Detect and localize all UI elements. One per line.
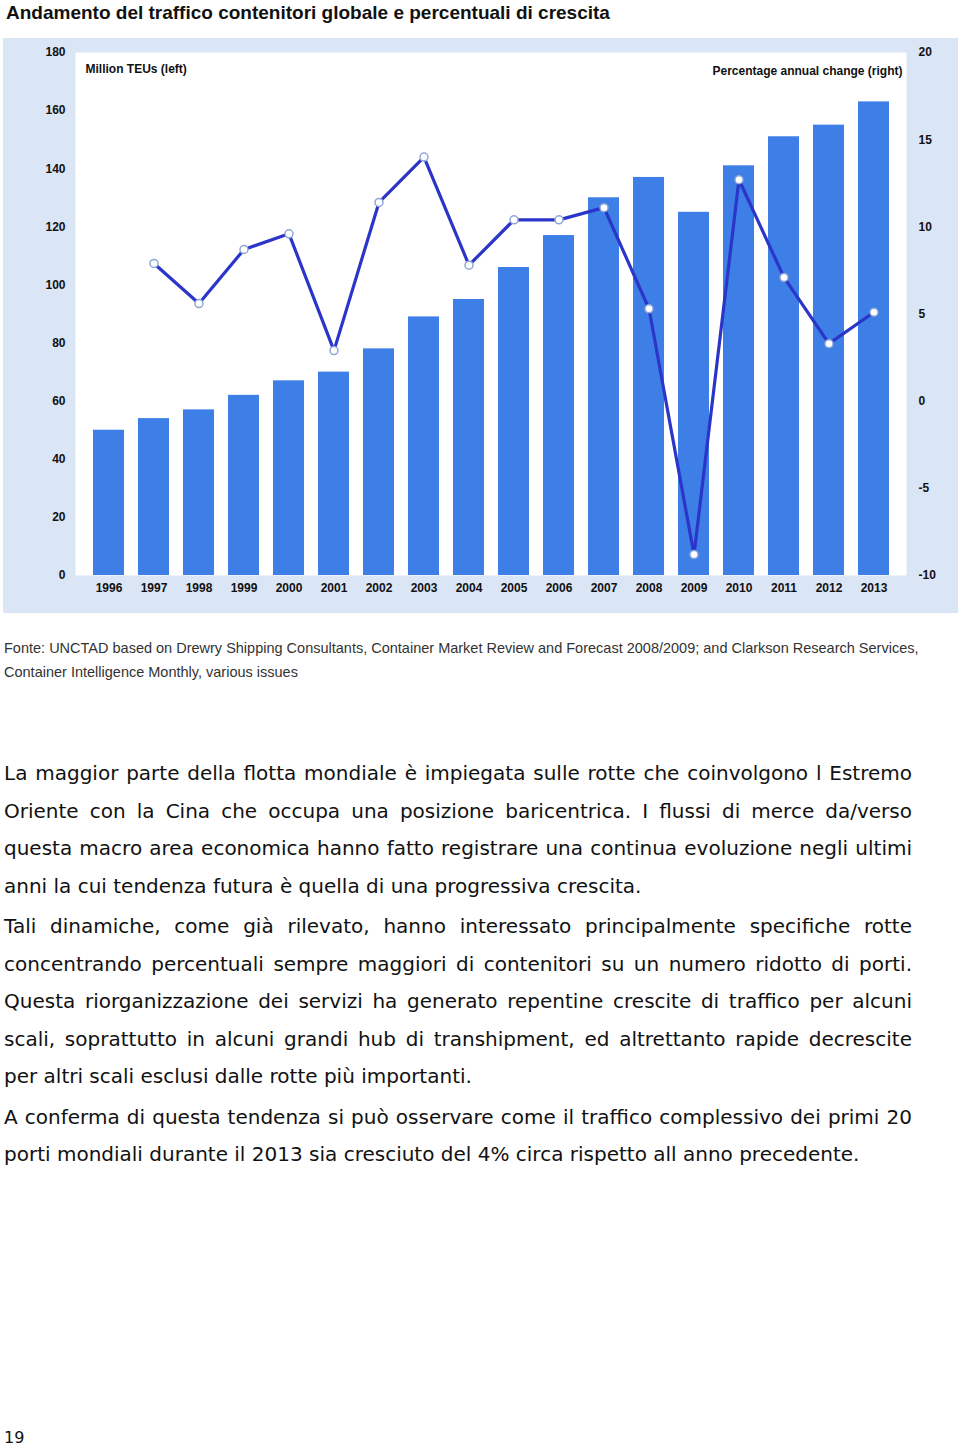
svg-text:2011: 2011 <box>771 581 797 595</box>
svg-text:2006: 2006 <box>546 581 573 595</box>
html-text:A conferma di questa tendenza: A conferma di questa tendenza si può oss… <box>4 1104 912 1166</box>
html-text:Tali dinamiche, come già rilev: Tali dinamiche, come già rilevato, hanno… <box>4 914 912 1088</box>
html-text:19: 19 <box>4 1428 25 1447</box>
svg-text:2010: 2010 <box>726 581 753 595</box>
svg-text:2003: 2003 <box>411 581 438 595</box>
svg-text:-5: -5 <box>919 481 930 495</box>
svg-text:20: 20 <box>919 45 933 59</box>
svg-text:2002: 2002 <box>366 581 393 595</box>
svg-text:0: 0 <box>59 568 66 582</box>
svg-text:Percentage annual change (righ: Percentage annual change (right) <box>712 64 902 78</box>
svg-text:80: 80 <box>52 336 66 350</box>
html-text:La maggior parte della flotta: La maggior parte della flotta mondiale è… <box>4 761 912 898</box>
svg-text:160: 160 <box>45 103 65 117</box>
html-text:Fonte: UNCTAD based on Drewry: Fonte: UNCTAD based on Drewry Shipping C… <box>4 640 919 680</box>
svg-text:0: 0 <box>919 394 926 408</box>
svg-text:60: 60 <box>52 394 66 408</box>
svg-text:2013: 2013 <box>861 581 888 595</box>
svg-text:180: 180 <box>45 45 65 59</box>
svg-text:2009: 2009 <box>681 581 708 595</box>
svg-text:40: 40 <box>52 452 66 466</box>
svg-text:2000: 2000 <box>276 581 303 595</box>
svg-text:1998: 1998 <box>186 581 213 595</box>
svg-text:2001: 2001 <box>321 581 348 595</box>
svg-text:15: 15 <box>919 133 933 147</box>
svg-text:140: 140 <box>45 162 65 176</box>
svg-text:20: 20 <box>52 510 66 524</box>
svg-text:100: 100 <box>45 278 65 292</box>
svg-text:-10: -10 <box>919 568 937 582</box>
svg-text:2008: 2008 <box>636 581 663 595</box>
svg-text:2005: 2005 <box>501 581 528 595</box>
svg-text:2012: 2012 <box>816 581 843 595</box>
svg-text:2004: 2004 <box>456 581 483 595</box>
svg-text:1996: 1996 <box>96 581 123 595</box>
svg-text:1997: 1997 <box>141 581 168 595</box>
svg-text:5: 5 <box>919 307 926 321</box>
svg-text:120: 120 <box>45 220 65 234</box>
svg-text:Million TEUs (left): Million TEUs (left) <box>86 62 187 76</box>
svg-text:2007: 2007 <box>591 581 618 595</box>
svg-text:1999: 1999 <box>231 581 258 595</box>
html-text:Andamento del traffico conteni: Andamento del traffico contenitori globa… <box>6 2 610 23</box>
svg-text:10: 10 <box>919 220 933 234</box>
